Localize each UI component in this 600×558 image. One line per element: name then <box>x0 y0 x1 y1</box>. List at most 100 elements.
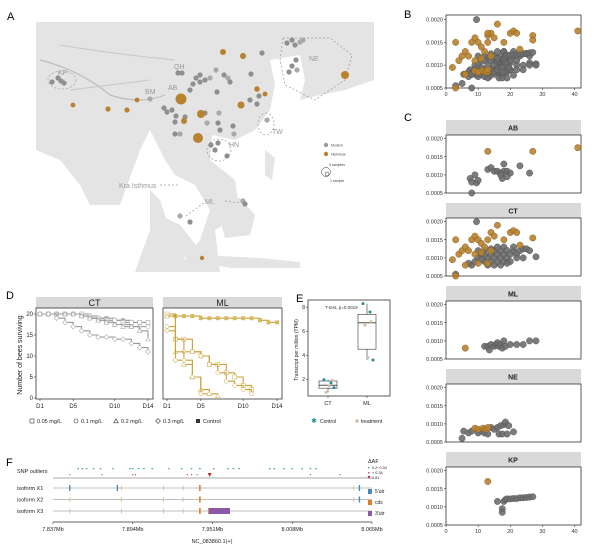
x-tick-label: 7.837Mb <box>42 527 63 533</box>
y-tick-label: 0.0015 <box>426 321 443 327</box>
map-ridge <box>59 44 176 91</box>
marker-diamond <box>45 311 52 317</box>
legend-label: > 0.34 <box>372 471 383 475</box>
marker-filled-square <box>258 318 263 323</box>
snp-mid <box>101 474 103 476</box>
x-tick-label: 40 <box>572 92 578 98</box>
point-historical <box>484 236 492 244</box>
point-modern <box>484 74 492 82</box>
point-historical <box>471 250 479 258</box>
facet-strip <box>446 452 581 467</box>
plot-frame <box>445 134 582 194</box>
exon-cds <box>199 508 201 514</box>
scatter-c-facets: AB 0.0005 0.0010 0.0015 0.0020 CT 0.0005 0.0010… <box>426 120 582 535</box>
point-modern <box>526 169 533 177</box>
y-tick-label: 0.0005 <box>426 191 443 197</box>
map-dot-modern <box>215 120 221 126</box>
x-tick-label: ML <box>363 401 371 407</box>
map-dot-modern <box>213 67 219 73</box>
marker-triangle <box>78 313 85 319</box>
legend-label: 0.05 mg/L <box>37 419 61 425</box>
facet-title: AB <box>508 126 518 133</box>
point-modern <box>510 243 517 251</box>
point-historical <box>487 247 495 255</box>
point-historical <box>452 272 460 280</box>
y-axis-title: Number of bees surviving <box>17 315 24 394</box>
map-dot-historical <box>341 71 349 79</box>
legend-label: 5'utr <box>375 489 385 495</box>
marker-filled-square <box>196 419 200 423</box>
y-tick-label: 0.0020 <box>426 220 443 226</box>
marker-diamond <box>128 340 135 347</box>
point-modern <box>503 259 511 267</box>
point-treatment <box>330 378 334 382</box>
map-dot-modern <box>300 37 306 43</box>
snp-small <box>143 468 145 470</box>
ml-pointer <box>185 200 241 217</box>
marker-filled-square <box>181 314 186 319</box>
region-label-ml: ML <box>205 199 215 206</box>
map-dot-historical <box>237 101 245 109</box>
point-modern <box>513 254 521 262</box>
marker-diamond <box>145 348 151 355</box>
point-historical <box>477 54 485 62</box>
snp-small <box>81 468 84 470</box>
exon-5utr <box>116 485 119 491</box>
boxplot-e: T-test, p=0.0019 Transcript per million (… <box>294 299 391 425</box>
legend-size-large <box>321 167 331 177</box>
isoform-label: isoform X1 <box>17 486 43 492</box>
legend-label: 3'utr <box>375 511 385 517</box>
snp-small <box>112 468 114 470</box>
legend-size-large-label: 0 samples <box>329 163 345 167</box>
point-modern <box>529 493 537 501</box>
x-tick-label: 10 <box>475 529 481 535</box>
exon <box>121 508 122 514</box>
region-label-ab: AB <box>168 85 178 92</box>
y-tick-label: 0.0010 <box>426 63 443 69</box>
y-tick-label: 2 <box>302 377 305 383</box>
point-modern <box>519 254 527 262</box>
scatter-b: 0.0005 0.0010 0.0015 0.0020 0 10 20 30 40 <box>426 14 582 98</box>
marker-triangle <box>214 392 221 398</box>
legend-modern-dot <box>323 142 329 148</box>
marker-diamond <box>78 327 85 334</box>
point-modern <box>500 160 508 168</box>
point-historical <box>529 234 537 242</box>
panel-label-c: C <box>404 112 412 124</box>
marker-triangle <box>95 317 101 323</box>
snp-small <box>238 468 240 470</box>
legend-title: ΔAF <box>368 459 379 465</box>
legend-label: 0.3 mg/L <box>163 419 184 425</box>
point-historical <box>449 256 456 264</box>
marker-square <box>137 320 142 325</box>
point-modern <box>519 341 527 348</box>
y-tick-label: 0.0015 <box>426 487 443 493</box>
point-modern <box>497 171 505 179</box>
point-modern <box>529 49 537 56</box>
map-dot-historical <box>134 97 140 103</box>
y-tick-label: 0.0010 <box>426 505 443 511</box>
map-dot-modern <box>256 93 262 99</box>
snp-large <box>207 473 212 477</box>
facet-strip <box>446 286 581 301</box>
marker-square <box>145 320 151 325</box>
snp-small <box>77 468 79 470</box>
facet-title: ML <box>508 292 519 299</box>
y-tick-label: 0.0020 <box>426 386 443 392</box>
y-tick-label: 0.0020 <box>426 303 443 309</box>
point-historical <box>452 236 460 244</box>
y-axis-title: Transcript per million (TPM) <box>294 319 300 381</box>
map-dot-modern <box>179 70 185 76</box>
y-tick-label: 10 <box>26 354 33 360</box>
legend-label: 0.81 <box>372 476 379 480</box>
survival-facet-ml: ML D1 D5 D10 D14 <box>162 297 283 410</box>
marker-triangle <box>181 361 187 367</box>
marker-triangle <box>70 311 77 317</box>
map-dot-modern <box>292 42 298 48</box>
kra-isthmus-label: Kra Isthmus <box>119 183 157 190</box>
point-historical <box>481 48 488 55</box>
y-tick-label: 5 <box>30 375 34 381</box>
point-historical <box>513 29 521 37</box>
map-dot-modern <box>193 75 199 81</box>
point-modern <box>494 498 501 505</box>
